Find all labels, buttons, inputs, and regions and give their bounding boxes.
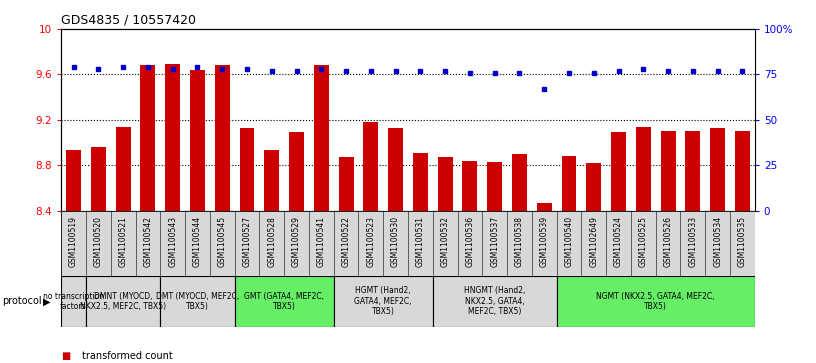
Text: ▶: ▶ [43,296,51,306]
Text: GSM1102649: GSM1102649 [589,216,598,267]
Text: GSM1100530: GSM1100530 [391,216,400,267]
Text: GSM1100526: GSM1100526 [663,216,672,267]
Bar [463,160,477,211]
Text: no transcription
factors: no transcription factors [43,291,104,311]
Text: GSM1100531: GSM1100531 [416,216,425,267]
Text: GSM1100536: GSM1100536 [465,216,474,267]
Text: GSM1100534: GSM1100534 [713,216,722,267]
Text: GSM1100538: GSM1100538 [515,216,524,267]
Bar [91,147,106,211]
Bar [264,150,279,211]
Bar [561,156,576,211]
Bar [512,154,527,211]
Bar [413,153,428,211]
Text: GSM1100520: GSM1100520 [94,216,103,267]
Bar [116,127,131,211]
Text: DMNT (MYOCD,
NKX2.5, MEF2C, TBX5): DMNT (MYOCD, NKX2.5, MEF2C, TBX5) [80,291,166,311]
Text: GSM1100528: GSM1100528 [268,216,277,267]
Bar [339,157,353,211]
Bar [735,131,750,211]
Bar [685,131,700,211]
Bar [61,276,86,327]
Bar [140,65,155,211]
Bar [557,276,755,327]
Bar [334,276,432,327]
Bar [215,65,229,211]
Text: GSM1100544: GSM1100544 [193,216,202,267]
Text: GSM1100532: GSM1100532 [441,216,450,267]
Bar [388,128,403,211]
Bar [66,150,81,211]
Text: GSM1100521: GSM1100521 [118,216,127,267]
Bar [289,132,304,211]
Text: GSM1100542: GSM1100542 [144,216,153,267]
Bar [160,276,235,327]
Text: GSM1100522: GSM1100522 [342,216,351,267]
Bar [363,122,379,211]
Bar [165,64,180,211]
Text: transformed count: transformed count [82,351,172,361]
Text: GSM1100543: GSM1100543 [168,216,177,267]
Bar [587,163,601,211]
Text: HGMT (Hand2,
GATA4, MEF2C,
TBX5): HGMT (Hand2, GATA4, MEF2C, TBX5) [354,286,412,316]
Bar [86,276,160,327]
Text: GSM1100533: GSM1100533 [689,216,698,267]
Text: GSM1100535: GSM1100535 [738,216,747,267]
Bar [636,127,650,211]
Text: GSM1100524: GSM1100524 [614,216,623,267]
Bar [190,70,205,211]
Text: GSM1100541: GSM1100541 [317,216,326,267]
Bar [235,276,334,327]
Text: GSM1100523: GSM1100523 [366,216,375,267]
Bar [537,203,552,211]
Bar [437,157,453,211]
Text: GMT (GATA4, MEF2C,
TBX5): GMT (GATA4, MEF2C, TBX5) [244,291,324,311]
Text: protocol: protocol [2,296,42,306]
Text: GSM1100519: GSM1100519 [69,216,78,267]
Bar [240,128,255,211]
Bar [487,162,502,211]
Text: GSM1100545: GSM1100545 [218,216,227,267]
Text: GDS4835 / 10557420: GDS4835 / 10557420 [61,13,196,26]
Text: ■: ■ [61,351,70,361]
Bar [432,276,557,327]
Bar [710,128,725,211]
Text: NGMT (NKX2.5, GATA4, MEF2C,
TBX5): NGMT (NKX2.5, GATA4, MEF2C, TBX5) [596,291,715,311]
Text: GSM1100525: GSM1100525 [639,216,648,267]
Bar [611,132,626,211]
Bar [314,65,329,211]
Text: HNGMT (Hand2,
NKX2.5, GATA4,
MEF2C, TBX5): HNGMT (Hand2, NKX2.5, GATA4, MEF2C, TBX5… [464,286,526,316]
Text: GSM1100537: GSM1100537 [490,216,499,267]
Text: DMT (MYOCD, MEF2C,
TBX5): DMT (MYOCD, MEF2C, TBX5) [156,291,239,311]
Bar [661,131,676,211]
Text: GSM1100540: GSM1100540 [565,216,574,267]
Text: GSM1100527: GSM1100527 [242,216,251,267]
Text: GSM1100529: GSM1100529 [292,216,301,267]
Text: GSM1100539: GSM1100539 [539,216,548,267]
